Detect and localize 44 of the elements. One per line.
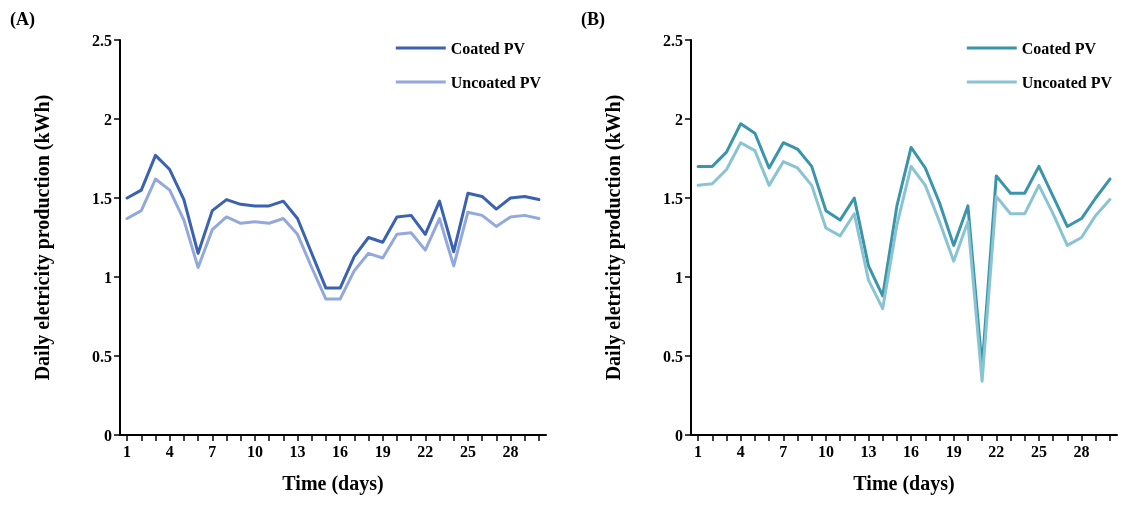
x-tick-label: 25 [1030, 442, 1047, 460]
line-series [125, 177, 541, 301]
legend-label: Uncoated PV [1021, 73, 1113, 91]
y-tick-label: 0.5 [663, 347, 683, 365]
y-axis-title: Daily eletricity production (kWh) [602, 94, 625, 381]
x-tick-label: 4 [165, 442, 174, 460]
y-tick-label: 1 [675, 268, 683, 286]
y-tick-label: 0.5 [92, 347, 112, 365]
y-tick-label: 2.5 [663, 31, 683, 49]
y-axis-title: Daily eletricity production (kWh) [31, 94, 54, 381]
x-tick-label: 4 [736, 442, 745, 460]
x-tick-label: 25 [459, 442, 476, 460]
line-series [125, 153, 541, 290]
x-tick-label: 19 [945, 442, 962, 460]
x-tick-label: 22 [988, 442, 1005, 460]
x-tick-label: 7 [208, 442, 217, 460]
chart-title: (A) [10, 9, 35, 30]
x-tick-label: 10 [817, 442, 834, 460]
x-tick-label: 28 [502, 442, 519, 460]
y-tick-label: 1.5 [663, 189, 683, 207]
y-tick-label: 0 [104, 426, 112, 444]
legend-label: Coated PV [1021, 39, 1097, 57]
x-tick-label: 10 [246, 442, 263, 460]
x-axis-title: Time (days) [853, 472, 955, 495]
chart-title: (B) [581, 9, 605, 30]
y-tick-label: 1.5 [92, 189, 112, 207]
x-tick-label: 1 [123, 442, 132, 460]
legend-label: Coated PV [450, 39, 526, 57]
y-tick-label: 0 [675, 426, 683, 444]
x-tick-label: 13 [860, 442, 877, 460]
x-tick-label: 28 [1073, 442, 1090, 460]
x-tick-label: 7 [779, 442, 788, 460]
x-tick-label: 16 [903, 442, 920, 460]
x-tick-label: 13 [289, 442, 306, 460]
y-tick-label: 2 [675, 110, 683, 128]
y-tick-label: 2.5 [92, 31, 112, 49]
x-tick-label: 22 [417, 442, 434, 460]
legend-label: Uncoated PV [450, 73, 542, 91]
x-axis-title: Time (days) [282, 472, 384, 495]
y-tick-label: 1 [104, 268, 112, 286]
x-tick-label: 1 [694, 442, 703, 460]
x-tick-label: 16 [332, 442, 349, 460]
y-tick-label: 2 [104, 110, 112, 128]
x-tick-label: 19 [374, 442, 391, 460]
